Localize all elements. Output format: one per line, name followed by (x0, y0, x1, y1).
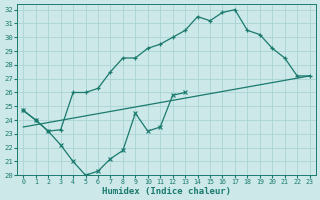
X-axis label: Humidex (Indice chaleur): Humidex (Indice chaleur) (102, 187, 231, 196)
